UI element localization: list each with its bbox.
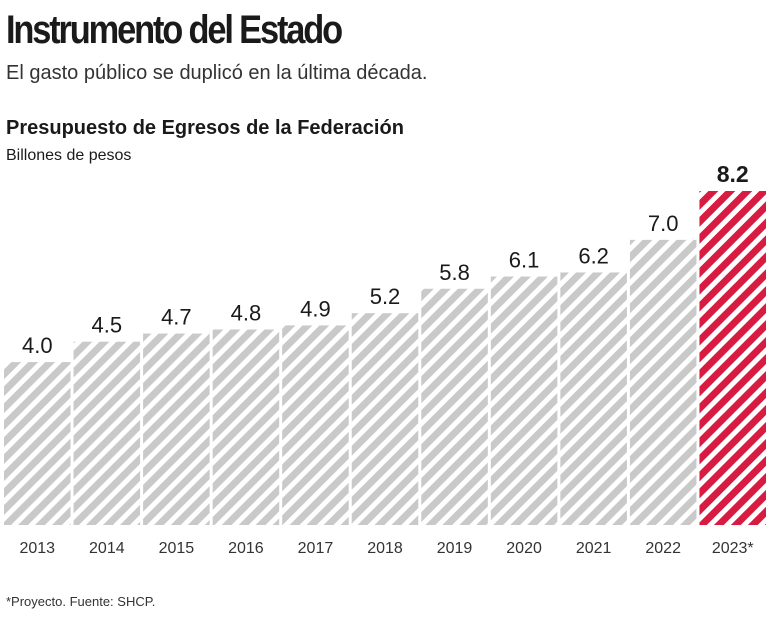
x-tick-label: 2015 [159,540,195,557]
page-title: Instrumento del Estado [6,8,343,52]
x-tick-label: 2020 [506,540,542,557]
x-tick-label: 2013 [19,540,55,557]
bar-2023* [699,191,766,525]
bar-2017 [282,325,349,525]
x-tick-label: 2017 [298,540,334,557]
x-tick-label: 2019 [437,540,473,557]
value-label: 5.8 [439,260,470,285]
bar-2014 [73,341,141,525]
x-tick-label: 2016 [228,540,264,557]
page-subtitle: El gasto público se duplicó en la última… [6,62,428,84]
footnote: *Proyecto. Fuente: SHCP. [6,594,156,609]
value-label: 4.9 [300,296,331,321]
value-label: 5.2 [370,284,401,309]
value-label: 7.0 [648,211,679,236]
x-tick-label: 2022 [645,540,681,557]
bar-2015 [143,333,210,525]
x-tick-label: 2018 [367,540,403,557]
x-tick-label: 2014 [89,540,125,557]
value-label: 4.0 [22,333,53,358]
value-label: 8.2 [717,161,749,187]
bar-2020 [490,276,558,525]
chart-title: Presupuesto de Egresos de la Federación [6,117,404,139]
value-label: 4.7 [161,305,192,330]
value-label: 4.5 [92,313,123,338]
bar-2021 [560,272,627,525]
x-tick-label: 2021 [576,540,612,557]
bar-2022 [629,239,697,525]
x-tick-label: 2023* [712,540,754,557]
bar-2019 [421,288,488,525]
bar-2016 [212,329,280,525]
value-label: 6.2 [578,243,609,268]
value-label: 6.1 [509,248,540,273]
bar-2013 [4,362,71,525]
y-axis-label: Billones de pesos [6,147,132,164]
bar-2018 [351,313,419,525]
value-label: 4.8 [231,300,262,325]
